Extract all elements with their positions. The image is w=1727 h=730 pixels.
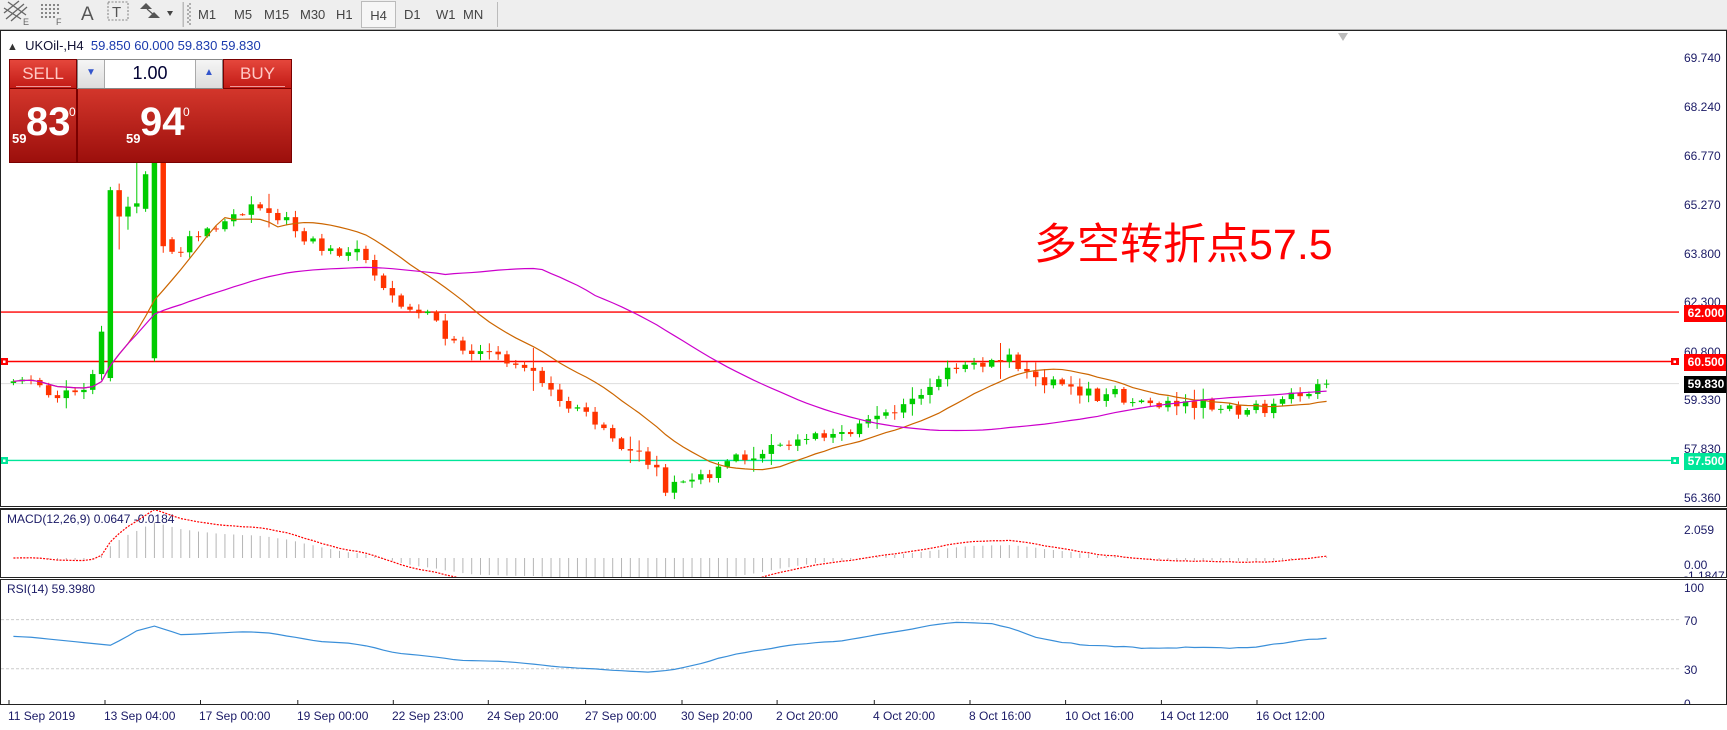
svg-text:多空转折点57.5: 多空转折点57.5 (1034, 221, 1333, 269)
